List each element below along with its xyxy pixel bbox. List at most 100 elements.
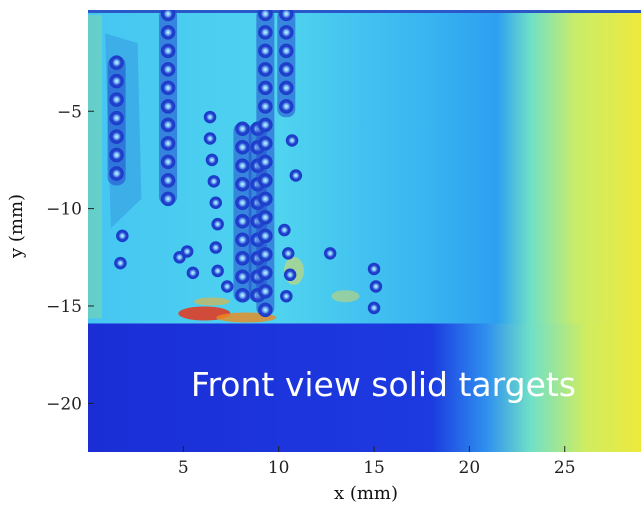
- bubble-ring: [180, 245, 194, 258]
- y-axis-label: y (mm): [6, 194, 27, 259]
- bubble-fill: [279, 25, 293, 39]
- bubble: [258, 99, 273, 114]
- y-tick-label: −20: [46, 394, 82, 414]
- bubble-ring: [109, 73, 124, 89]
- bubble: [258, 154, 273, 170]
- bubble-fill: [235, 140, 249, 154]
- bubble: [283, 268, 297, 282]
- bubble-ring: [258, 228, 273, 244]
- bubble-ring: [160, 99, 176, 114]
- bubble-ring: [367, 262, 381, 276]
- bubble: [160, 173, 176, 188]
- bubble: [235, 195, 250, 211]
- bubble-fill: [235, 177, 249, 191]
- bubble: [285, 134, 299, 147]
- bubble-fill: [110, 167, 124, 181]
- bubble: [160, 10, 176, 22]
- bubble: [258, 10, 273, 22]
- bubble: [258, 210, 273, 225]
- bubble-ring: [160, 117, 176, 133]
- bubble-ring: [114, 256, 127, 270]
- bubble: [258, 117, 273, 133]
- bubble: [258, 62, 273, 77]
- bubble-ring: [323, 247, 337, 260]
- bubble-fill: [282, 247, 294, 259]
- bubble-fill: [279, 81, 293, 95]
- bubble: [160, 43, 176, 59]
- bubble: [258, 25, 273, 40]
- bubble-ring: [160, 80, 176, 96]
- y-tick-label: −15: [46, 297, 82, 317]
- bubble-ring: [258, 117, 273, 133]
- bubble-ring: [109, 92, 124, 107]
- bubble: [209, 241, 223, 254]
- bubble-fill: [116, 230, 128, 242]
- bubble: [109, 110, 124, 126]
- bubble-fill: [161, 62, 175, 76]
- bubble-ring: [279, 80, 294, 96]
- bubble-fill: [206, 154, 218, 166]
- bubble-ring: [369, 280, 383, 293]
- bubble-ring: [109, 147, 124, 163]
- bubble: [258, 247, 273, 262]
- bubble-ring: [203, 132, 217, 145]
- bubble-ring: [258, 10, 273, 22]
- bubble-fill: [235, 122, 249, 136]
- bubble-fill: [324, 247, 336, 259]
- bubble-fill: [258, 247, 272, 261]
- bubble: [258, 228, 273, 244]
- bubble-fill: [114, 257, 126, 269]
- bubble-fill: [161, 25, 175, 39]
- bubble-fill: [161, 155, 175, 169]
- bubble: [235, 121, 250, 137]
- x-axis-label: x (mm): [334, 483, 398, 504]
- bubble: [279, 99, 294, 114]
- y-tick-label: −5: [57, 102, 82, 122]
- bubble-ring: [258, 210, 273, 225]
- bubble-fill: [258, 284, 272, 298]
- bubble-fill: [278, 224, 290, 236]
- bubble-ring: [160, 173, 176, 188]
- bubble-fill: [280, 290, 292, 302]
- bubble-ring: [278, 223, 291, 237]
- bubble-ring: [279, 10, 294, 22]
- bubble-ring: [205, 153, 219, 167]
- bubble-fill: [258, 136, 272, 150]
- bubble-fill: [279, 44, 293, 58]
- bubble: [258, 284, 273, 299]
- x-tick-label: 10: [268, 458, 290, 478]
- bubble: [367, 301, 381, 315]
- bubble: [160, 25, 176, 40]
- overlay-annotation: Front view solid targets: [191, 365, 576, 404]
- wall-streak: [88, 15, 102, 319]
- bubble-fill: [161, 10, 175, 21]
- bubble: [279, 25, 294, 40]
- x-tick-label: 5: [178, 458, 189, 478]
- bubble: [258, 173, 273, 188]
- bubble-fill: [210, 197, 222, 209]
- bubble: [207, 175, 221, 188]
- bubble-fill: [208, 175, 220, 187]
- bubble: [160, 80, 176, 96]
- bubble: [235, 232, 250, 248]
- solid-target-region: [88, 323, 641, 452]
- bubble-ring: [160, 25, 176, 40]
- plot-top-edge: [88, 10, 641, 13]
- bubble: [235, 269, 250, 285]
- bubble-fill: [368, 263, 380, 275]
- bubble: [160, 62, 176, 77]
- bubble-fill: [212, 265, 224, 277]
- bubble-ring: [220, 280, 234, 293]
- bubble: [180, 245, 194, 258]
- bubble-fill: [258, 62, 272, 76]
- bubble-ring: [109, 166, 124, 181]
- bubble: [289, 169, 303, 182]
- bubble-fill: [161, 192, 175, 206]
- bubble: [281, 247, 295, 260]
- bubble-ring: [160, 10, 176, 22]
- bubble-fill: [258, 266, 272, 280]
- bubble-fill: [110, 111, 124, 125]
- bubble-fill: [235, 251, 249, 265]
- bubble: [278, 223, 291, 237]
- bubble: [258, 80, 273, 96]
